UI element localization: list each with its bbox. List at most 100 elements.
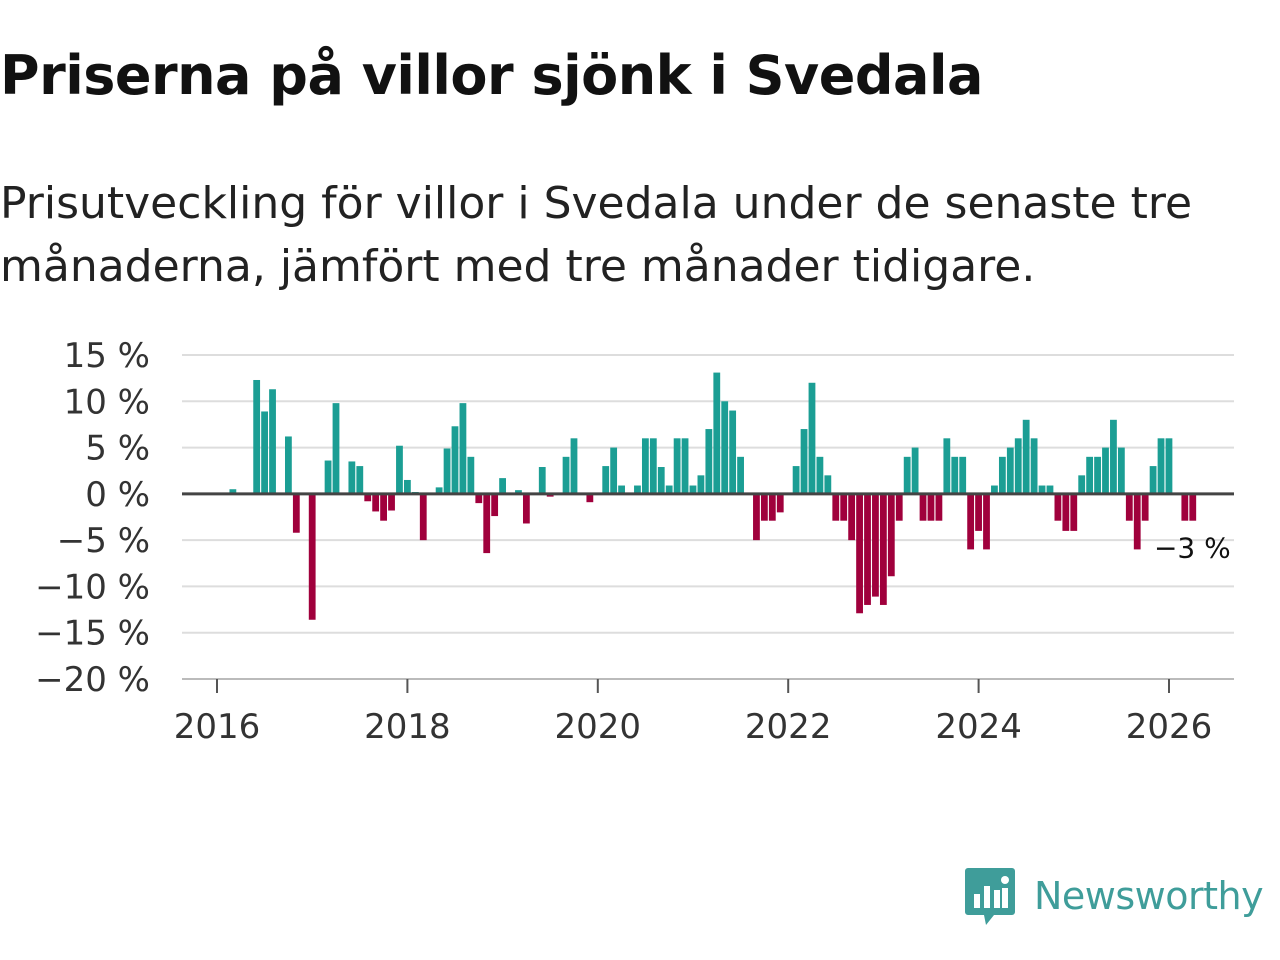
bar [269,389,276,494]
bar [919,493,927,521]
bar [284,436,292,494]
bar [959,456,967,494]
chart-subtitle: Prisutveckling för villor i Svedala unde… [0,178,1193,292]
bar [1133,493,1141,550]
bar [467,456,475,494]
bar [832,493,840,521]
bar [1189,493,1197,521]
y-tick-label: 15 % [64,336,150,376]
bar [483,493,491,554]
bar [499,478,506,494]
bar [1110,419,1117,494]
bar [451,426,459,494]
bar [1086,456,1094,494]
bar [824,475,832,494]
bar [641,438,649,494]
bar [372,493,380,512]
y-tick-label: −10 % [35,567,150,607]
bar [253,379,261,494]
bar [792,466,800,494]
bar [776,493,784,513]
bar [935,493,943,521]
bar [1062,493,1070,531]
bar [515,490,522,494]
bar [403,479,411,494]
bar [1157,438,1165,494]
bar [562,456,570,494]
newsworthy-logo-icon [965,868,1015,925]
bar [760,493,768,521]
bar [879,493,887,605]
brand-name: Newsworthy [1034,874,1264,918]
axes [182,492,1234,693]
bar [1117,447,1125,494]
bar [356,466,364,494]
bar [419,493,427,541]
bar [491,493,499,517]
bar [1102,447,1109,494]
x-tick-label: 2020 [555,707,642,747]
bar [800,429,808,494]
bar [459,403,467,494]
chart-title: Priserna på villor sjönk i Svedala [0,44,983,107]
bar [1181,493,1189,521]
bar [840,493,848,521]
bar [1078,475,1086,494]
bar [991,485,998,494]
bar [435,487,443,494]
bar [332,403,340,494]
bar [887,493,895,577]
bar [1054,493,1062,521]
bar [1006,447,1014,494]
y-tick-label: 5 % [85,429,150,469]
bar [967,493,975,550]
y-tick-label: 10 % [64,382,150,422]
bar [927,493,935,521]
brand-logo: Newsworthy [964,864,1264,928]
bar [983,493,990,550]
bar [634,485,641,494]
bar [586,493,594,503]
bar [1149,466,1157,494]
y-tick-label: 0 % [85,475,150,515]
bar [618,485,625,494]
bar [538,467,546,494]
bar [324,460,332,494]
bar [1046,485,1054,494]
bar [364,493,372,502]
bar [443,448,451,494]
bar [380,493,387,521]
bar [872,493,879,597]
bar [856,493,863,614]
y-tick-label: −20 % [35,660,150,700]
bar [713,372,721,494]
bar [1030,438,1038,494]
bar [673,438,681,494]
bar [665,485,673,494]
last-value-label: −3 % [1154,532,1231,565]
bar [1125,493,1133,521]
bar [649,438,657,494]
bar [705,429,713,494]
bar [292,493,300,533]
bar [864,493,871,605]
bar [1165,438,1173,494]
bar [903,456,911,494]
bar [753,493,760,541]
bar [729,410,737,494]
bar [1014,438,1022,494]
bar [229,489,237,494]
bar [737,456,744,494]
y-tick-label: −5 % [57,521,150,561]
bar [602,466,610,494]
bar [721,401,729,494]
bar [975,493,982,531]
bar [657,467,665,494]
bar [1022,419,1030,494]
bar [816,456,824,494]
y-tick-label: −15 % [35,614,150,654]
bar [911,447,919,494]
bar [689,485,697,494]
bar [697,475,705,494]
bar [570,438,578,494]
